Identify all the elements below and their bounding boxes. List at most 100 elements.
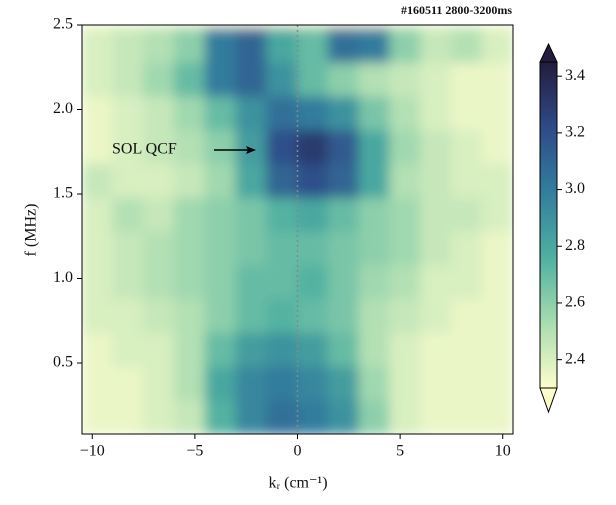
heatmap-cell xyxy=(450,196,483,232)
heatmap-cell xyxy=(358,61,391,97)
heatmap-cell xyxy=(266,230,298,266)
corner-text: #160511 2800-3200ms xyxy=(401,3,512,17)
heatmap-cell xyxy=(112,298,145,334)
heatmap-cell xyxy=(266,399,298,434)
heatmap-cell xyxy=(420,27,452,63)
heatmap-cell xyxy=(389,196,422,232)
heatmap-cell xyxy=(297,196,329,232)
heatmap-cell xyxy=(327,163,360,198)
heatmap-cell xyxy=(420,129,452,165)
heatmap-cell xyxy=(327,230,360,266)
heatmap-cell xyxy=(112,365,145,401)
heatmap-cell xyxy=(450,264,483,300)
heatmap-cell xyxy=(450,230,483,266)
heatmap-cell xyxy=(358,298,391,334)
heatmap-cell xyxy=(297,61,329,97)
heatmap-cell xyxy=(204,230,237,266)
colorbar-tick-label: 3.4 xyxy=(565,67,585,84)
heatmap-cell xyxy=(143,230,175,266)
heatmap-cell xyxy=(389,163,422,198)
heatmap-cell xyxy=(420,230,452,266)
heatmap xyxy=(82,25,513,434)
heatmap-cell xyxy=(389,61,422,97)
heatmap-cell xyxy=(389,129,422,165)
heatmap-cell xyxy=(450,399,483,434)
heatmap-cell xyxy=(297,365,329,401)
heatmap-cell xyxy=(204,95,237,131)
heatmap-cell xyxy=(82,399,114,434)
annotation-arrowhead xyxy=(246,146,256,154)
heatmap-cell xyxy=(204,27,237,63)
heatmap-cell xyxy=(82,27,114,63)
heatmap-cell xyxy=(112,163,145,198)
heatmap-cell xyxy=(173,163,206,198)
y-tick-label: 2.0 xyxy=(53,100,73,117)
heatmap-cell xyxy=(204,365,237,401)
heatmap-cell xyxy=(204,129,237,165)
heatmap-cell xyxy=(204,332,237,367)
heatmap-cell xyxy=(82,129,114,165)
heatmap-cell xyxy=(266,298,298,334)
heatmap-cell xyxy=(82,365,114,401)
heatmap-cell xyxy=(82,196,114,232)
heatmap-cell xyxy=(481,332,513,367)
heatmap-cell xyxy=(420,365,452,401)
heatmap-cell xyxy=(266,129,298,165)
heatmap-cell xyxy=(82,95,114,131)
heatmap-cell xyxy=(481,298,513,334)
heatmap-cell xyxy=(112,27,145,63)
heatmap-cell xyxy=(481,365,513,401)
heatmap-cell xyxy=(235,95,268,131)
heatmap-cell xyxy=(143,61,175,97)
x-tick-label: −5 xyxy=(186,443,203,460)
heatmap-cell xyxy=(235,399,268,434)
heatmap-cell xyxy=(420,332,452,367)
heatmap-cell xyxy=(420,95,452,131)
heatmap-cell xyxy=(450,365,483,401)
heatmap-cell xyxy=(327,298,360,334)
heatmap-cell xyxy=(112,61,145,97)
heatmap-cell xyxy=(204,196,237,232)
heatmap-cell xyxy=(481,61,513,97)
heatmap-cell xyxy=(389,95,422,131)
heatmap-cell xyxy=(235,230,268,266)
heatmap-cell xyxy=(82,230,114,266)
colorbar-tick-label: 3.2 xyxy=(565,124,585,141)
heatmap-cell xyxy=(143,298,175,334)
heatmap-cell xyxy=(173,230,206,266)
heatmap-cell xyxy=(235,298,268,334)
heatmap-cell xyxy=(173,27,206,63)
heatmap-cell xyxy=(358,27,391,63)
heatmap-cell xyxy=(266,27,298,63)
heatmap-cell xyxy=(112,399,145,434)
heatmap-cell xyxy=(450,95,483,131)
heatmap-cell xyxy=(481,27,513,63)
heatmap-cell xyxy=(450,298,483,334)
heatmap-cell xyxy=(266,95,298,131)
heatmap-cell xyxy=(143,27,175,63)
heatmap-cell xyxy=(297,298,329,334)
heatmap-cell xyxy=(420,264,452,300)
heatmap-cell xyxy=(327,27,360,63)
heatmap-cell xyxy=(450,27,483,63)
heatmap-cell xyxy=(297,230,329,266)
y-tick-label: 2.5 xyxy=(53,16,73,33)
heatmap-cell xyxy=(481,230,513,266)
heatmap-cell xyxy=(358,399,391,434)
heatmap-cell xyxy=(358,230,391,266)
heatmap-cell xyxy=(327,129,360,165)
heatmap-cell xyxy=(389,365,422,401)
heatmap-cell xyxy=(173,332,206,367)
colorbar-tick-label: 2.6 xyxy=(565,294,585,311)
heatmap-cell xyxy=(112,129,145,165)
heatmap-cell xyxy=(266,163,298,198)
colorbar-extend-bottom xyxy=(539,387,558,414)
heatmap-cell xyxy=(481,196,513,232)
x-tick-label: 10 xyxy=(495,443,511,460)
colorbar-tick-label: 2.8 xyxy=(565,237,585,254)
heatmap-cell xyxy=(266,264,298,300)
heatmap-cell xyxy=(297,399,329,434)
heatmap-cell xyxy=(327,264,360,300)
heatmap-cell xyxy=(82,61,114,97)
heatmap-cell xyxy=(173,196,206,232)
